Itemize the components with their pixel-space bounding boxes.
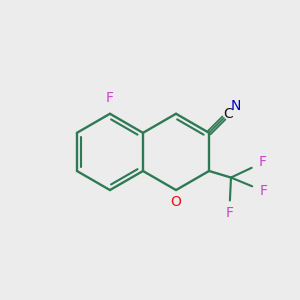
Text: F: F — [106, 91, 114, 104]
Text: N: N — [231, 99, 241, 113]
Text: O: O — [171, 196, 182, 209]
Text: F: F — [225, 206, 233, 220]
Text: F: F — [260, 184, 268, 198]
Text: F: F — [259, 155, 267, 170]
Text: C: C — [223, 107, 233, 121]
